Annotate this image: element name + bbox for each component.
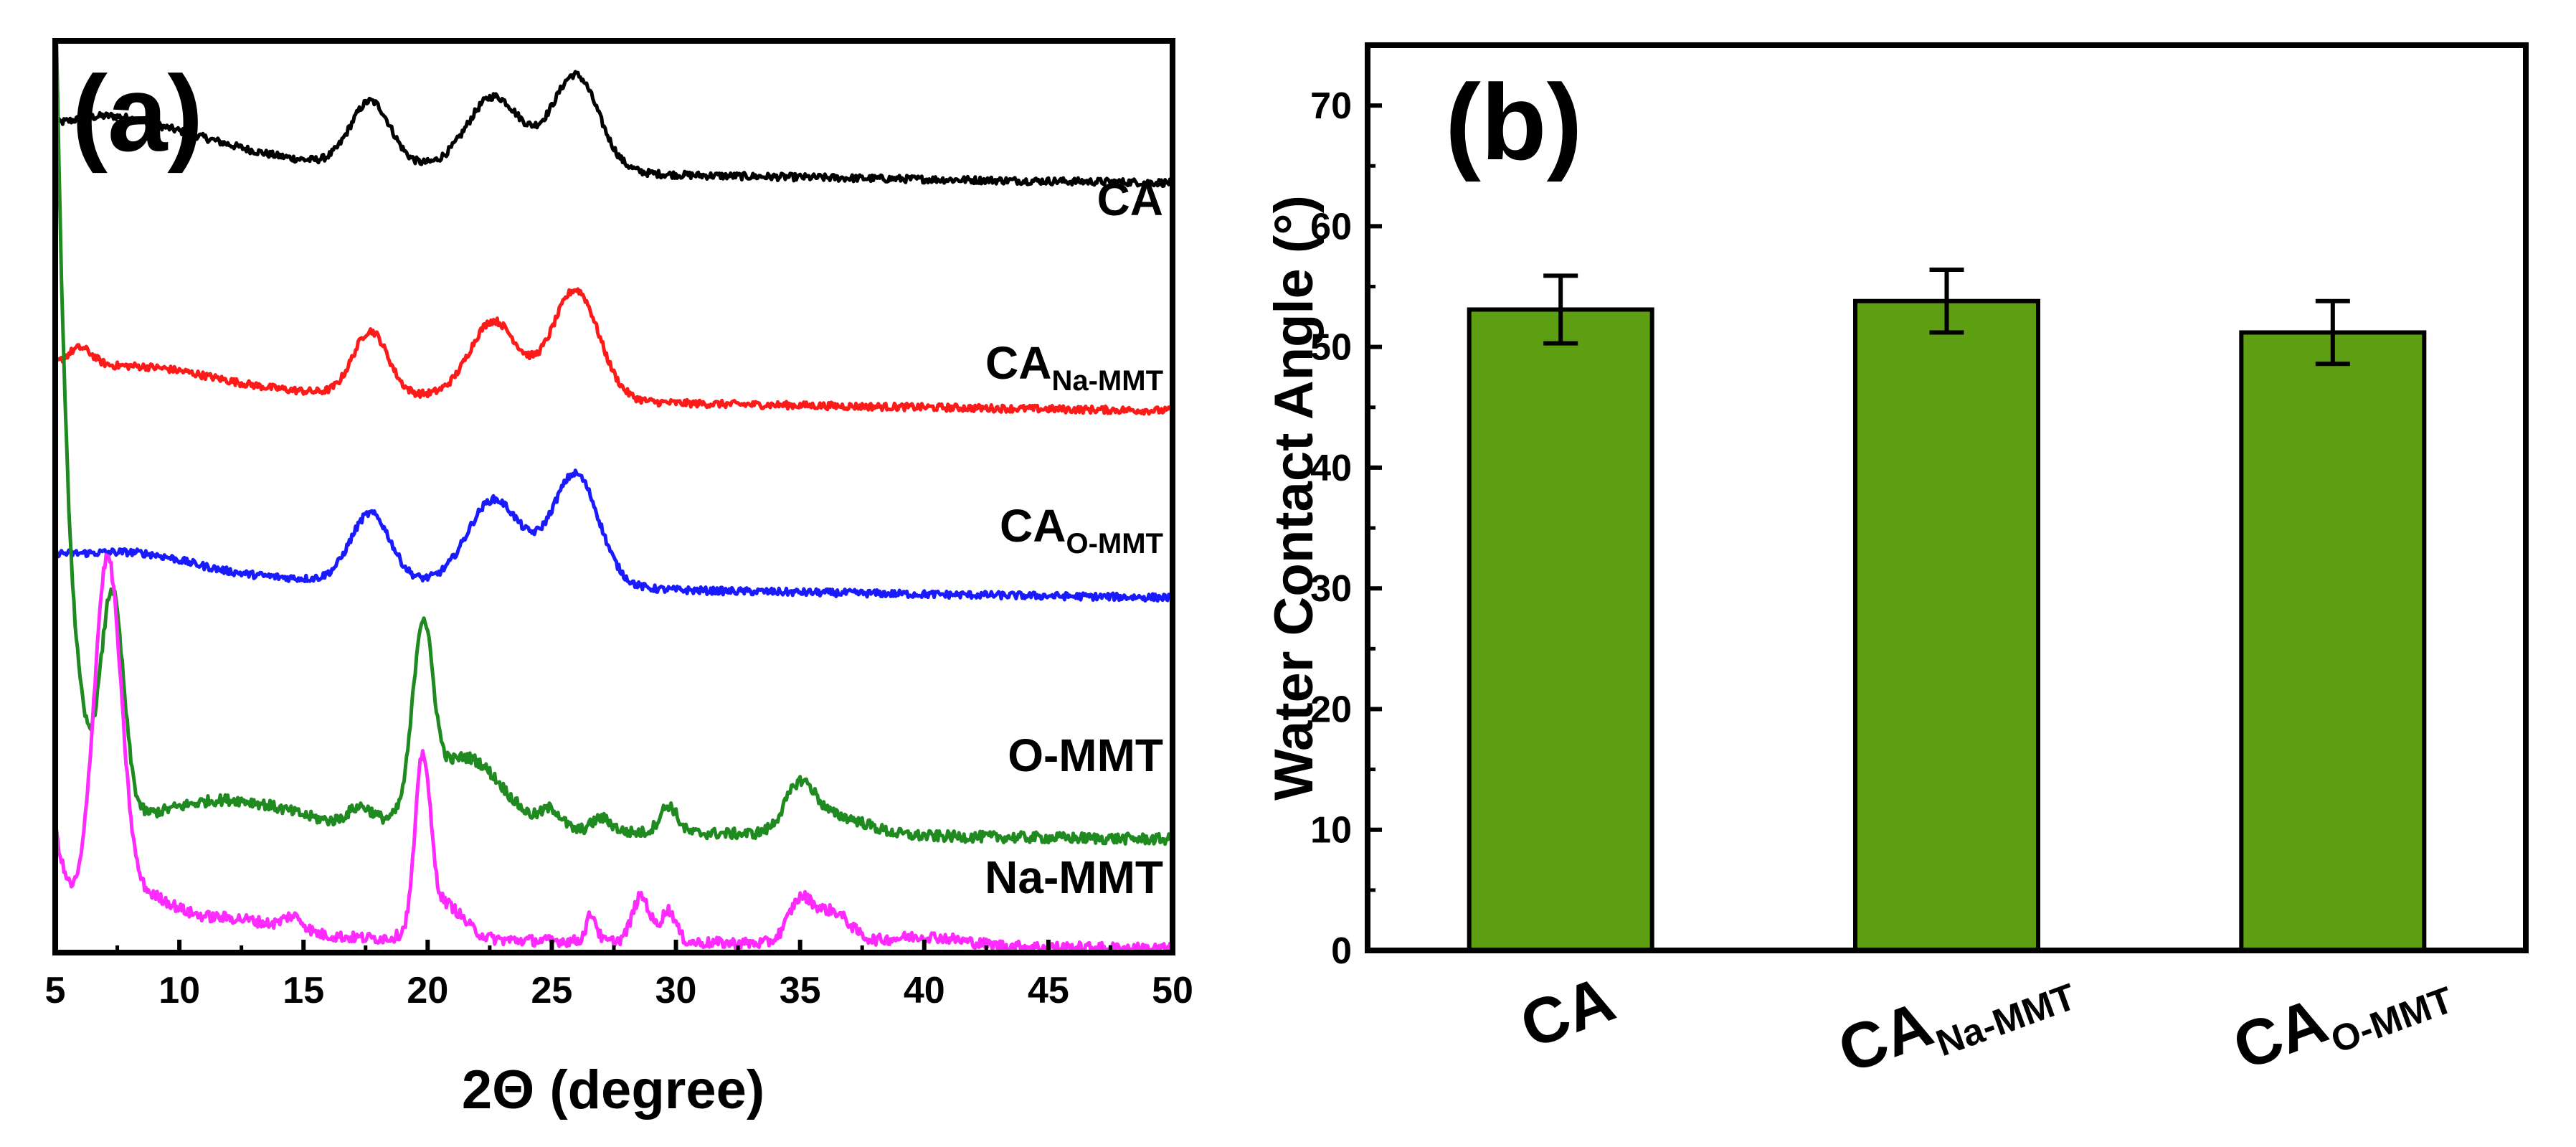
x-tick-label: 45	[1028, 970, 1069, 1011]
y-tick-label: 70	[1310, 85, 1352, 127]
trace-label-na-mmt: Na-MMT	[985, 851, 1163, 903]
bar	[2239, 330, 2427, 953]
y-tick-label: 30	[1310, 568, 1352, 610]
error-bar	[1929, 267, 1964, 335]
xrd-trace-ca-o-mmt	[55, 468, 1173, 603]
bar	[1467, 307, 1654, 953]
error-bar	[1543, 273, 1578, 346]
trace-label-ca: CA	[1097, 174, 1163, 225]
y-tick-label: 10	[1310, 810, 1352, 851]
trace-label-ca-na-mmt: CANa-MMT	[985, 337, 1163, 397]
y-tick-label: 60	[1310, 206, 1352, 247]
panel-b-bar-chart: 0 10 20 30 40 50 60 70 (b) Water Contact Angle …	[1264, 42, 2529, 1097]
x-tick-label: 20	[407, 970, 448, 1011]
panel-b-y-ticks: 0 10 20 30 40 50 60 70	[1310, 43, 1382, 972]
y-tick-label: 20	[1310, 689, 1352, 730]
x-tick-label: 5	[45, 970, 66, 1011]
panel-b-letter: (b)	[1445, 62, 1583, 182]
x-tick-label: 10	[158, 970, 200, 1011]
bar	[1853, 298, 2040, 953]
x-tick-label: 30	[655, 970, 697, 1011]
xrd-traces	[53, 39, 1175, 955]
y-tick-label: 50	[1310, 327, 1352, 369]
panel-a-letter: (a)	[72, 53, 203, 174]
x-tick-label: 40	[904, 970, 945, 1011]
x-tick-label: 25	[531, 970, 573, 1011]
panel-b-y-axis-title: Water Contact Angle (°)	[1264, 195, 1325, 801]
trace-label-o-mmt: O-MMT	[1008, 730, 1163, 781]
category-label: CANa-MMT	[1829, 938, 2081, 1097]
panel-a-x-ticks: 5 10 15 20 25 30 35 40 45 50	[45, 940, 1193, 1011]
panel-a-x-axis-title: 2Θ (degree)	[462, 1059, 764, 1120]
panel-a-xrd-chart: 5 10 15 20 25 30 35 40 45 50 (a) 2Θ (degree) CACA…	[45, 38, 1193, 1120]
x-tick-label: 35	[780, 970, 821, 1011]
x-tick-label: 15	[283, 970, 324, 1011]
x-tick-label: 50	[1152, 970, 1193, 1011]
panel-b-frame	[1365, 42, 2529, 953]
panel-b-category-labels: CA CANa-MMT CAO-MMT	[1512, 938, 2459, 1097]
xrd-trace-ca-na-mmt	[53, 287, 1175, 416]
category-label: CAO-MMT	[2225, 941, 2459, 1093]
bars	[1467, 267, 2427, 953]
xrd-trace-ca	[53, 70, 1174, 188]
y-tick-label: 0	[1331, 930, 1352, 972]
error-bar	[2315, 298, 2350, 367]
trace-label-ca-o-mmt: CAO-MMT	[1000, 500, 1163, 560]
y-tick-label: 40	[1310, 448, 1352, 489]
category-label: CA	[1512, 963, 1624, 1062]
xrd-trace-labels: CA CANa-MMT CAO-MMT O-MMT Na-MMT	[985, 174, 1163, 903]
xrd-trace-o-mmt	[55, 39, 1175, 846]
